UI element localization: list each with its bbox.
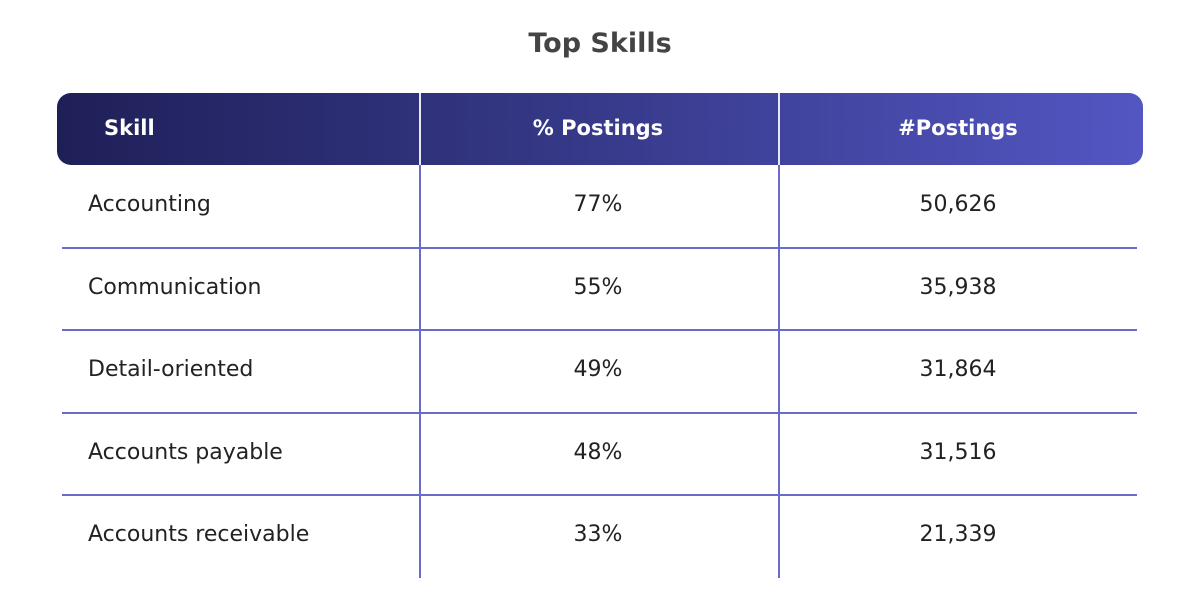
column-header: #Postings	[898, 116, 1018, 140]
table-cell: 21,339	[919, 522, 997, 548]
row-divider	[62, 494, 1137, 496]
table-cell: 50,626	[919, 192, 997, 218]
table-cell: Accounts receivable	[88, 522, 310, 548]
row-divider	[62, 246, 1137, 249]
table-cell: Detail-oriented	[88, 357, 254, 383]
header-divider	[778, 93, 780, 165]
column-header: Skill	[104, 116, 155, 140]
title: Top Skills	[528, 28, 672, 59]
table-header	[57, 93, 1143, 165]
table-cell: 31,516	[919, 439, 997, 465]
row-divider	[62, 329, 1137, 331]
table-cell: 31,864	[919, 357, 997, 383]
row-divider	[62, 411, 1137, 414]
column-header: % Postings	[532, 116, 664, 140]
column-divider	[419, 165, 421, 578]
table-cell: 55%	[573, 274, 623, 300]
header-divider	[419, 93, 421, 165]
column-divider	[778, 165, 780, 578]
table-cell: 33%	[573, 522, 623, 548]
table-cell: 49%	[573, 357, 623, 383]
table-cell: Accounts payable	[88, 439, 283, 465]
table-cell: 77%	[573, 192, 623, 218]
table-cell: Communication	[88, 274, 262, 300]
table-cell: 35,938	[919, 274, 997, 300]
table-cell: Accounting	[88, 192, 211, 218]
table-cell: 48%	[573, 439, 623, 465]
